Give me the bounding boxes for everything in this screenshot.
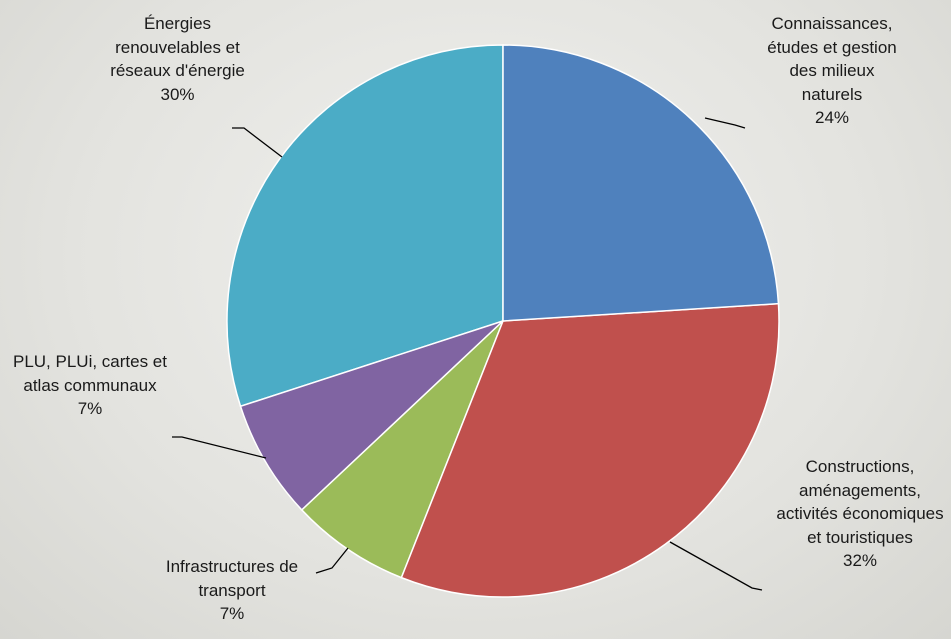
- value-label: 32%: [842, 551, 878, 570]
- category-label: Constructions, aménagements, activités é…: [776, 457, 944, 547]
- value-label: 7%: [219, 604, 245, 623]
- value-label: 30%: [160, 84, 195, 104]
- leader-line: [232, 127, 283, 158]
- slice-label: Infrastructures de transport 7%: [152, 555, 312, 626]
- leader-line: [704, 117, 746, 129]
- leader-line: [669, 541, 763, 591]
- pie-slice: [226, 44, 504, 408]
- slice-label: PLU, PLUi, cartes et atlas communaux 7%: [5, 350, 175, 421]
- pie-slice: [300, 320, 504, 579]
- slice-label: Énergies renouvelables et réseaux d'éner…: [95, 12, 260, 106]
- pie-slice: [400, 302, 780, 598]
- category-label: Connaissances, études et gestion des mil…: [767, 14, 897, 104]
- category-label: Infrastructures de transport: [165, 557, 299, 600]
- leader-line: [172, 436, 267, 459]
- slice-label: Connaissances, études et gestion des mil…: [742, 12, 922, 130]
- category-label: PLU, PLUi, cartes et atlas communaux: [12, 352, 167, 395]
- pie-slice: [502, 44, 780, 322]
- pie-slice: [239, 320, 504, 511]
- leader-line: [315, 547, 349, 574]
- value-label: 7%: [77, 399, 103, 418]
- slice-label: Constructions, aménagements, activités é…: [765, 455, 951, 573]
- category-label: Énergies renouvelables et réseaux d'éner…: [110, 14, 245, 80]
- value-label: 24%: [814, 108, 850, 127]
